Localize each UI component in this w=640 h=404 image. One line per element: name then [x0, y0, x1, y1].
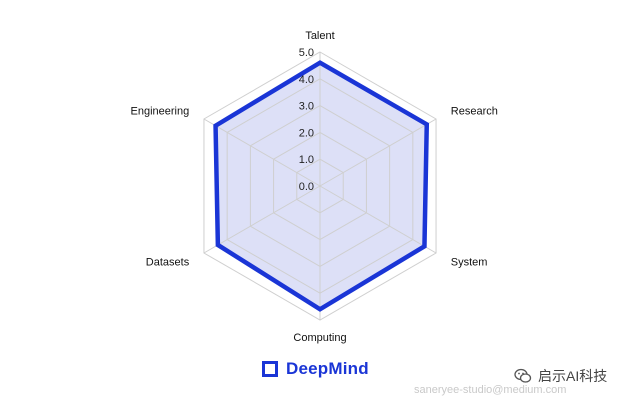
- axis-label: Datasets: [146, 257, 190, 269]
- watermark-text: 启示AI科技: [538, 368, 608, 384]
- tick-label: 2.0: [299, 127, 314, 139]
- grid-spoke: [203, 185, 321, 254]
- axis-label: Engineering: [131, 106, 190, 118]
- tick-label: 5.0: [299, 47, 314, 59]
- legend-swatch: [262, 361, 278, 377]
- series-line: [213, 60, 430, 312]
- legend-label: DeepMind: [286, 359, 369, 378]
- series-fill: [215, 62, 427, 310]
- chart-legend: DeepMind: [262, 359, 369, 379]
- axis-label: System: [451, 257, 488, 269]
- tick-label: 1.0: [299, 154, 314, 166]
- grid-spoke: [319, 185, 437, 254]
- axis-label: Computing: [293, 332, 346, 344]
- source-url: saneryee-studio@medium.com: [414, 384, 567, 396]
- wechat-icon: [514, 368, 532, 383]
- tick-label: 3.0: [299, 101, 314, 113]
- grid-spoke: [319, 118, 437, 187]
- watermark: 启示AI科技: [514, 366, 607, 386]
- grid-spoke: [203, 118, 321, 187]
- tick-label: 4.0: [299, 74, 314, 86]
- axis-label: Research: [451, 106, 498, 118]
- tick-label: 0.0: [299, 181, 314, 193]
- axis-label: Talent: [305, 30, 334, 42]
